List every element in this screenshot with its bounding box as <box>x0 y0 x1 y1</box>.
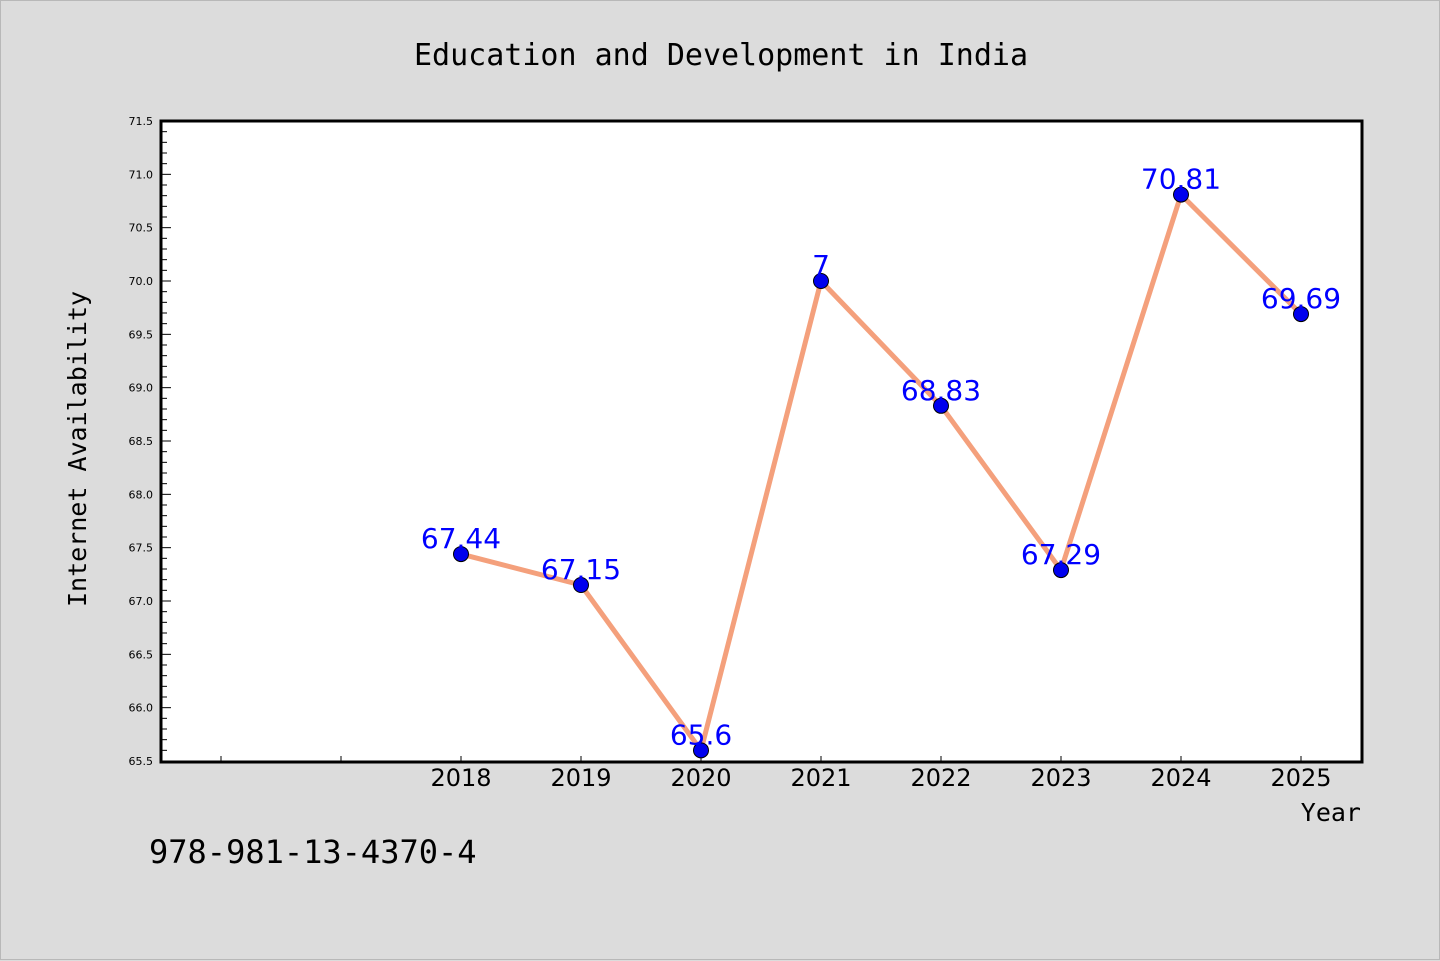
data-label: 67.29 <box>1021 538 1101 571</box>
data-series <box>453 186 1309 759</box>
data-point <box>813 273 829 289</box>
x-tick-label: 2018 <box>430 764 491 792</box>
series-line <box>458 192 1304 753</box>
isbn-label: 978-981-13-4370-4 <box>149 833 477 871</box>
x-axis: 2018 2019 2020 2021 2022 2023 2024 2025 <box>220 756 1332 792</box>
data-label: 65.6 <box>670 718 732 751</box>
y-tick-label: 70.0 <box>129 275 154 288</box>
x-axis-label: Year <box>1301 798 1361 827</box>
x-tick-label: 2023 <box>1030 764 1091 792</box>
y-tick-label: 70.5 <box>129 222 154 235</box>
data-labels: 67.44 67.15 65.6 7 68.83 67.29 70.81 69.69 <box>421 163 1341 752</box>
data-label: 7 <box>812 249 830 282</box>
chart-title: Education and Development in India <box>414 38 1028 73</box>
y-tick-label: 67.0 <box>129 595 154 608</box>
y-tick-label: 68.0 <box>129 488 154 501</box>
data-point <box>933 397 949 414</box>
x-tick-label: 2024 <box>1150 764 1211 792</box>
y-tick-label: 69.5 <box>129 328 154 341</box>
x-tick-label: 2019 <box>550 764 611 792</box>
y-tick-label: 66.5 <box>129 648 154 661</box>
y-axis: 65.5 66.0 66.5 67.0 67.5 68.0 68.5 69.0 69.5 70.0… <box>129 115 171 768</box>
data-label: 70.81 <box>1141 163 1221 196</box>
y-tick-label: 66.0 <box>129 702 154 715</box>
y-tick-label: 71.0 <box>129 168 154 181</box>
x-tick-label: 2022 <box>910 764 971 792</box>
y-tick-label: 69.0 <box>129 382 154 395</box>
plot-area <box>159 119 1364 764</box>
y-axis-label: Internet Availability <box>63 291 92 607</box>
data-label: 68.83 <box>901 374 981 407</box>
data-point <box>453 546 469 563</box>
data-label: 69.69 <box>1261 282 1341 315</box>
y-tick-label: 71.5 <box>129 115 154 128</box>
data-point <box>693 742 709 759</box>
y-tick-label: 65.5 <box>129 755 154 768</box>
x-tick-label: 2020 <box>670 764 731 792</box>
x-tick-label: 2021 <box>790 764 851 792</box>
data-label: 67.15 <box>541 553 621 586</box>
data-point <box>1293 306 1309 323</box>
data-point <box>1173 186 1189 203</box>
x-tick-label: 2025 <box>1270 764 1331 792</box>
y-tick-label: 68.5 <box>129 435 154 448</box>
data-label: 67.44 <box>421 522 501 555</box>
y-tick-label: 67.5 <box>129 542 154 555</box>
data-point <box>1053 562 1069 579</box>
data-point <box>573 577 589 593</box>
